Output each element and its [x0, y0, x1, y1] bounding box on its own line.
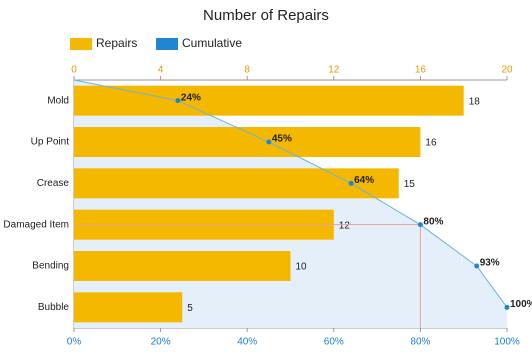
bottom-tick-label: 80% — [410, 337, 430, 348]
cumulative-line-start — [73, 79, 179, 102]
y-tick-label: Crease — [37, 178, 70, 189]
cumulative-value-label: 93% — [480, 258, 500, 269]
cumulative-point — [266, 139, 272, 145]
y-tick-label: Mold — [47, 95, 69, 106]
legend-swatch — [70, 38, 92, 50]
bar-value-label: 15 — [404, 179, 416, 190]
bar — [74, 85, 464, 116]
cumulative-value-label: 80% — [423, 216, 443, 227]
y-tick-label: Bubble — [38, 302, 70, 313]
legend-label: Repairs — [96, 36, 137, 50]
bar — [74, 168, 399, 199]
cumulative-value-label: 24% — [181, 92, 201, 103]
bar-value-label: 10 — [296, 262, 308, 273]
top-tick-label: 8 — [244, 65, 250, 76]
bar-value-label: 12 — [339, 220, 351, 231]
bar-value-label: 5 — [187, 303, 193, 314]
y-tick-label: Damaged Item — [3, 219, 69, 230]
bar — [74, 292, 183, 323]
bar — [74, 251, 291, 281]
cumulative-point — [348, 180, 354, 186]
top-tick-label: 4 — [158, 65, 164, 76]
top-tick-label: 16 — [415, 65, 427, 76]
bottom-tick-label: 0% — [67, 337, 82, 348]
cumulative-point — [474, 263, 480, 269]
cumulative-value-label: 64% — [354, 175, 374, 186]
y-tick-label: Up Point — [31, 137, 70, 148]
bottom-tick-label: 20% — [151, 337, 171, 348]
cumulative-value-label: 100% — [510, 299, 532, 310]
cumulative-point — [417, 222, 423, 228]
bottom-tick-label: 40% — [237, 337, 257, 348]
bar-value-label: 18 — [469, 96, 481, 107]
cumulative-line — [177, 100, 508, 308]
cumulative-value-label: 45% — [272, 134, 292, 145]
legend-swatch — [156, 38, 178, 50]
legend-label: Cumulative — [182, 36, 242, 50]
top-tick-label: 12 — [328, 65, 340, 76]
y-tick-label: Bending — [32, 261, 69, 272]
bar — [74, 127, 421, 157]
top-tick-label: 20 — [501, 65, 513, 76]
cumulative-point — [504, 304, 510, 310]
bar-value-label: 16 — [425, 138, 437, 149]
cumulative-area — [74, 80, 507, 328]
bottom-tick-label: 100% — [494, 337, 520, 348]
bottom-tick-label: 60% — [324, 337, 344, 348]
top-tick-label: 0 — [71, 65, 77, 76]
cumulative-point — [175, 98, 181, 104]
chart-title: Number of Repairs — [203, 7, 329, 24]
